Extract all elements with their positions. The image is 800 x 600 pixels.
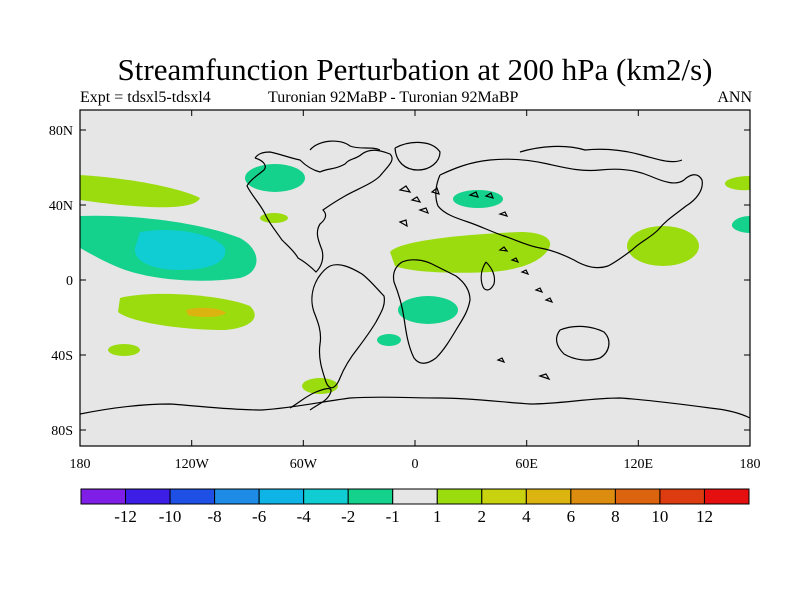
contour-fills <box>80 164 750 394</box>
colorbar-swatch <box>169 488 216 505</box>
x-tick-label: 60W <box>290 457 318 472</box>
colorbar-swatch <box>614 488 661 505</box>
colorbar-label: 8 <box>611 507 620 526</box>
contour-neg-rightedge <box>731 216 750 233</box>
coast-north-america <box>246 149 393 273</box>
x-tick-label: 60E <box>515 457 538 472</box>
y-tick-labels: 80N 40N 0 40S 80S <box>49 124 73 439</box>
contour-neg-eurasia <box>453 190 503 208</box>
contour-pos-south <box>302 378 338 394</box>
coast-antarctica <box>80 396 750 419</box>
x-tick-label: 180 <box>70 457 91 472</box>
colorbar-swatch <box>214 488 260 505</box>
coast-south-america <box>311 264 385 389</box>
y-tick-label: 0 <box>66 274 73 289</box>
colorbar-labels: -12 -10 -8 -6 -4 -2 -1 1 2 4 6 8 10 12 <box>114 507 713 526</box>
contour-pos-westpacific <box>627 226 699 266</box>
period-label: Turonian 92MaBP - Turonian 92MaBP <box>268 89 519 106</box>
x-tick-label: 0 <box>412 457 419 472</box>
coast-greenland <box>394 141 441 171</box>
colorbar-label: -6 <box>252 507 266 526</box>
season-label: ANN <box>717 89 752 106</box>
coast-africa <box>392 259 471 364</box>
coast-antarctic-peninsula <box>289 387 332 411</box>
experiment-label: Expt = tdsxl5-tdsxl4 <box>80 89 211 106</box>
contour-pos-band-northpacific <box>80 175 200 208</box>
colorbar-swatch <box>347 488 394 505</box>
colorbar-label: 4 <box>522 507 531 526</box>
colorbar-label: -8 <box>208 507 222 526</box>
colorbar-label: -2 <box>341 507 355 526</box>
contour-neg-blob-sa <box>377 334 401 346</box>
x-tick-labels: 180 120W 60W 0 60E 120E 180 <box>70 457 761 472</box>
x-tick-label: 180 <box>740 457 761 472</box>
contour-pos-southpacific-core <box>186 307 226 318</box>
coastlines <box>80 140 750 419</box>
colorbar-swatch <box>703 488 750 505</box>
colorbar-label: -12 <box>114 507 137 526</box>
contour-pos-rightedge <box>724 176 750 191</box>
colorbar-swatch <box>570 488 616 505</box>
coast-eurasia <box>435 158 703 269</box>
colorbar-label: -4 <box>297 507 312 526</box>
x-axis <box>79 110 751 446</box>
colorbar-swatch <box>481 488 527 505</box>
colorbar-label: -1 <box>386 507 400 526</box>
contour-neg-pacific-inner <box>134 229 226 270</box>
colorbar-swatch <box>392 488 438 505</box>
coast-islands-europe <box>398 185 509 228</box>
colorbar-label: -10 <box>159 507 182 526</box>
coast-arctic-islands <box>309 140 381 151</box>
x-tick-label: 120E <box>624 457 654 472</box>
colorbar-swatch <box>258 488 305 505</box>
contour-pos-southpacific <box>118 293 255 330</box>
colorbar-label: 2 <box>478 507 487 526</box>
coast-australia <box>555 325 610 361</box>
plot-title: Streamfunction Perturbation at 200 hPa (… <box>117 52 713 87</box>
x-tick-label: 120W <box>175 457 210 472</box>
contour-pos-blob-sw <box>108 344 140 356</box>
colorbar-swatch <box>125 488 171 505</box>
contour-neg-southatlantic <box>398 296 458 324</box>
colorbar-swatch <box>303 488 349 505</box>
colorbar-label: 1 <box>433 507 442 526</box>
y-tick-label: 80S <box>51 424 73 439</box>
colorbar-swatch <box>659 488 705 505</box>
colorbar <box>80 488 750 505</box>
colorbar-swatch <box>80 488 127 505</box>
colorbar-swatch <box>525 488 572 505</box>
y-tick-label: 40N <box>49 199 73 214</box>
y-tick-label: 80N <box>49 124 73 139</box>
contour-neg-northamerica <box>245 164 305 192</box>
colorbar-label: 10 <box>651 507 668 526</box>
contour-pos-westcoast <box>260 213 288 223</box>
y-tick-label: 40S <box>51 349 73 364</box>
colorbar-label: 12 <box>696 507 713 526</box>
coast-siberia-north <box>519 145 683 163</box>
coast-islands-tethys <box>496 246 554 381</box>
colorbar-swatch <box>436 488 483 505</box>
y-axis <box>80 129 750 431</box>
colorbar-label: 6 <box>567 507 576 526</box>
coast-india <box>480 261 496 291</box>
